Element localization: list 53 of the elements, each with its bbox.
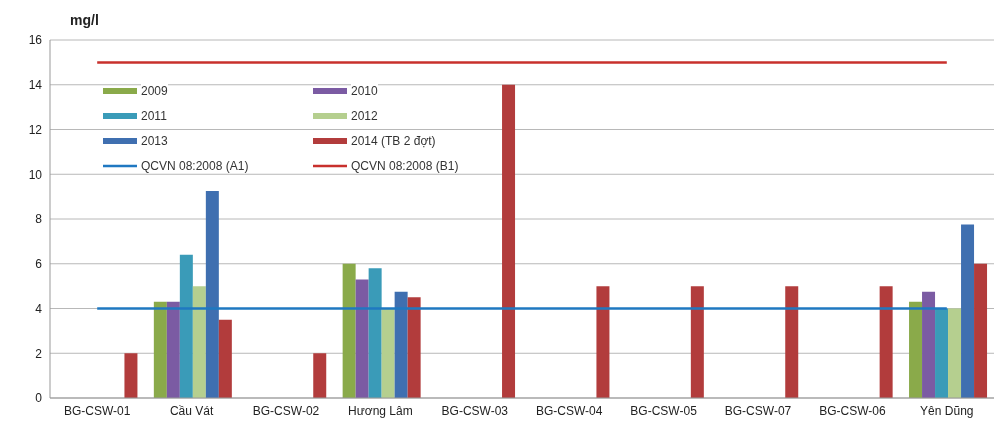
- bar: [313, 353, 327, 398]
- legend-label: 2012: [351, 109, 378, 123]
- bar: [205, 191, 219, 398]
- y-tick-label: 2: [35, 346, 43, 361]
- legend-label: 2014 (TB 2 đợt): [351, 134, 436, 148]
- y-tick-label: 16: [28, 33, 43, 48]
- y-tick-label: 14: [28, 78, 43, 93]
- bar: [381, 308, 395, 398]
- legend-label: 2013: [141, 134, 168, 148]
- legend-label: 2011: [141, 109, 167, 123]
- bar: [342, 263, 356, 398]
- x-tick-label: BG-CSW-04: [535, 403, 603, 418]
- legend-label: 2009: [141, 84, 168, 98]
- legend-label: QCVN 08:2008 (A1): [141, 159, 249, 173]
- x-tick-label: BG-CSW-03: [441, 403, 509, 418]
- bar: [124, 353, 138, 398]
- y-tick-label: 8: [35, 212, 43, 227]
- bar: [394, 291, 408, 398]
- bar: [974, 263, 988, 398]
- x-tick-label: BG-CSW-05: [630, 403, 698, 418]
- y-tick-label: 6: [35, 257, 43, 272]
- bar: [922, 291, 936, 398]
- bar: [948, 308, 962, 398]
- x-tick-label: Hương Lâm: [348, 403, 413, 418]
- x-tick-label: Cầu Vát: [169, 403, 214, 418]
- x-tick-label: BG-CSW-01: [63, 403, 131, 418]
- x-tick-label: Yên Dũng: [920, 403, 974, 418]
- bar: [355, 279, 369, 398]
- bar: [961, 224, 975, 398]
- bar: [179, 254, 193, 398]
- bar: [909, 301, 923, 398]
- bar: [690, 286, 704, 398]
- bar: [153, 301, 167, 398]
- y-tick-label: 12: [28, 122, 43, 137]
- bar: [192, 286, 206, 398]
- y-tick-label: 10: [28, 167, 43, 182]
- bar: [407, 297, 421, 398]
- legend-label: QCVN 08:2008 (B1): [351, 159, 459, 173]
- bar: [785, 286, 799, 398]
- y-tick-label: 0: [35, 391, 43, 406]
- x-tick-label: BG-CSW-06: [819, 403, 886, 418]
- y-tick-label: 4: [35, 301, 43, 316]
- x-tick-label: BG-CSW-02: [252, 403, 320, 418]
- bar: [596, 286, 610, 398]
- bar: [368, 268, 382, 398]
- bar: [935, 308, 949, 398]
- bar: [218, 319, 232, 398]
- bar: [879, 286, 893, 398]
- bar: [502, 84, 516, 398]
- bar: [166, 301, 180, 398]
- legend-label: 2010: [351, 84, 378, 98]
- y-axis-title: mg/l: [70, 12, 99, 28]
- x-tick-label: BG-CSW-07: [724, 403, 792, 418]
